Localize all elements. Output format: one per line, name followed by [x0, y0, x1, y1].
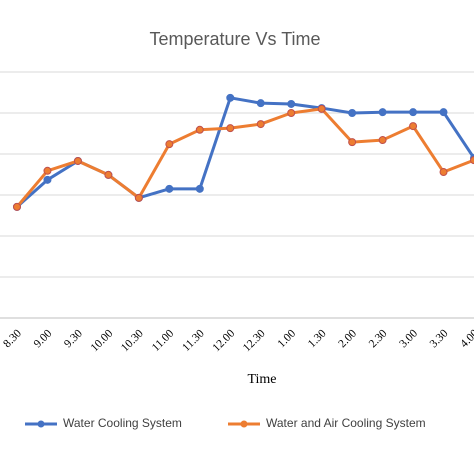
x-tick-label: 4.00 — [458, 327, 474, 350]
x-tick-label: 11.30 — [180, 327, 207, 354]
legend-marker — [240, 420, 248, 428]
data-point — [256, 99, 265, 108]
legend-label: Water and Air Cooling System — [266, 416, 426, 430]
data-point — [378, 136, 387, 145]
data-point — [165, 184, 174, 193]
x-tick-label: 9.00 — [32, 327, 55, 350]
x-tick-label: 3.00 — [397, 327, 420, 350]
x-tick-label: 1.00 — [275, 327, 298, 350]
x-tick-label: 9.30 — [62, 327, 85, 350]
x-tick-label: 2.00 — [336, 327, 359, 350]
x-tick-label: 11.00 — [150, 327, 177, 354]
chart-title: Temperature Vs Time — [149, 29, 320, 49]
x-tick-label: 2.30 — [367, 327, 390, 350]
legend-item: Water and Air Cooling System — [228, 416, 426, 430]
data-point — [195, 125, 204, 134]
x-tick-label: 12.30 — [241, 327, 268, 354]
data-point — [317, 104, 326, 113]
x-tick-label: 1.30 — [306, 327, 329, 350]
series-line — [16, 96, 474, 209]
data-point — [409, 122, 418, 131]
data-point — [439, 168, 448, 177]
data-point — [409, 108, 418, 117]
data-point — [378, 108, 387, 117]
x-tick-label: 12.00 — [210, 327, 237, 354]
data-point — [256, 120, 265, 129]
data-point — [348, 138, 357, 147]
legend-item: Water Cooling System — [25, 416, 182, 430]
data-point — [43, 166, 52, 175]
x-tick-label: 10.30 — [119, 327, 146, 354]
x-axis-label: Time — [247, 372, 276, 387]
data-point — [226, 93, 235, 102]
data-point — [470, 156, 474, 165]
data-point — [287, 99, 296, 108]
data-point — [287, 109, 296, 117]
legend-marker — [37, 420, 45, 428]
x-tick-label: 3.30 — [428, 327, 451, 350]
data-point — [439, 108, 448, 117]
data-point — [134, 193, 143, 202]
data-point — [165, 140, 174, 149]
data-point — [348, 109, 357, 117]
data-point — [73, 156, 82, 165]
data-point — [104, 170, 113, 179]
series-line — [15, 107, 474, 208]
x-tick-label: 8.30 — [1, 327, 24, 350]
data-point — [195, 184, 204, 193]
data-point — [226, 124, 235, 133]
data-point — [13, 202, 21, 211]
x-tick-label: 10.00 — [89, 327, 116, 354]
legend-label: Water Cooling System — [63, 416, 182, 430]
data-point — [43, 175, 52, 184]
